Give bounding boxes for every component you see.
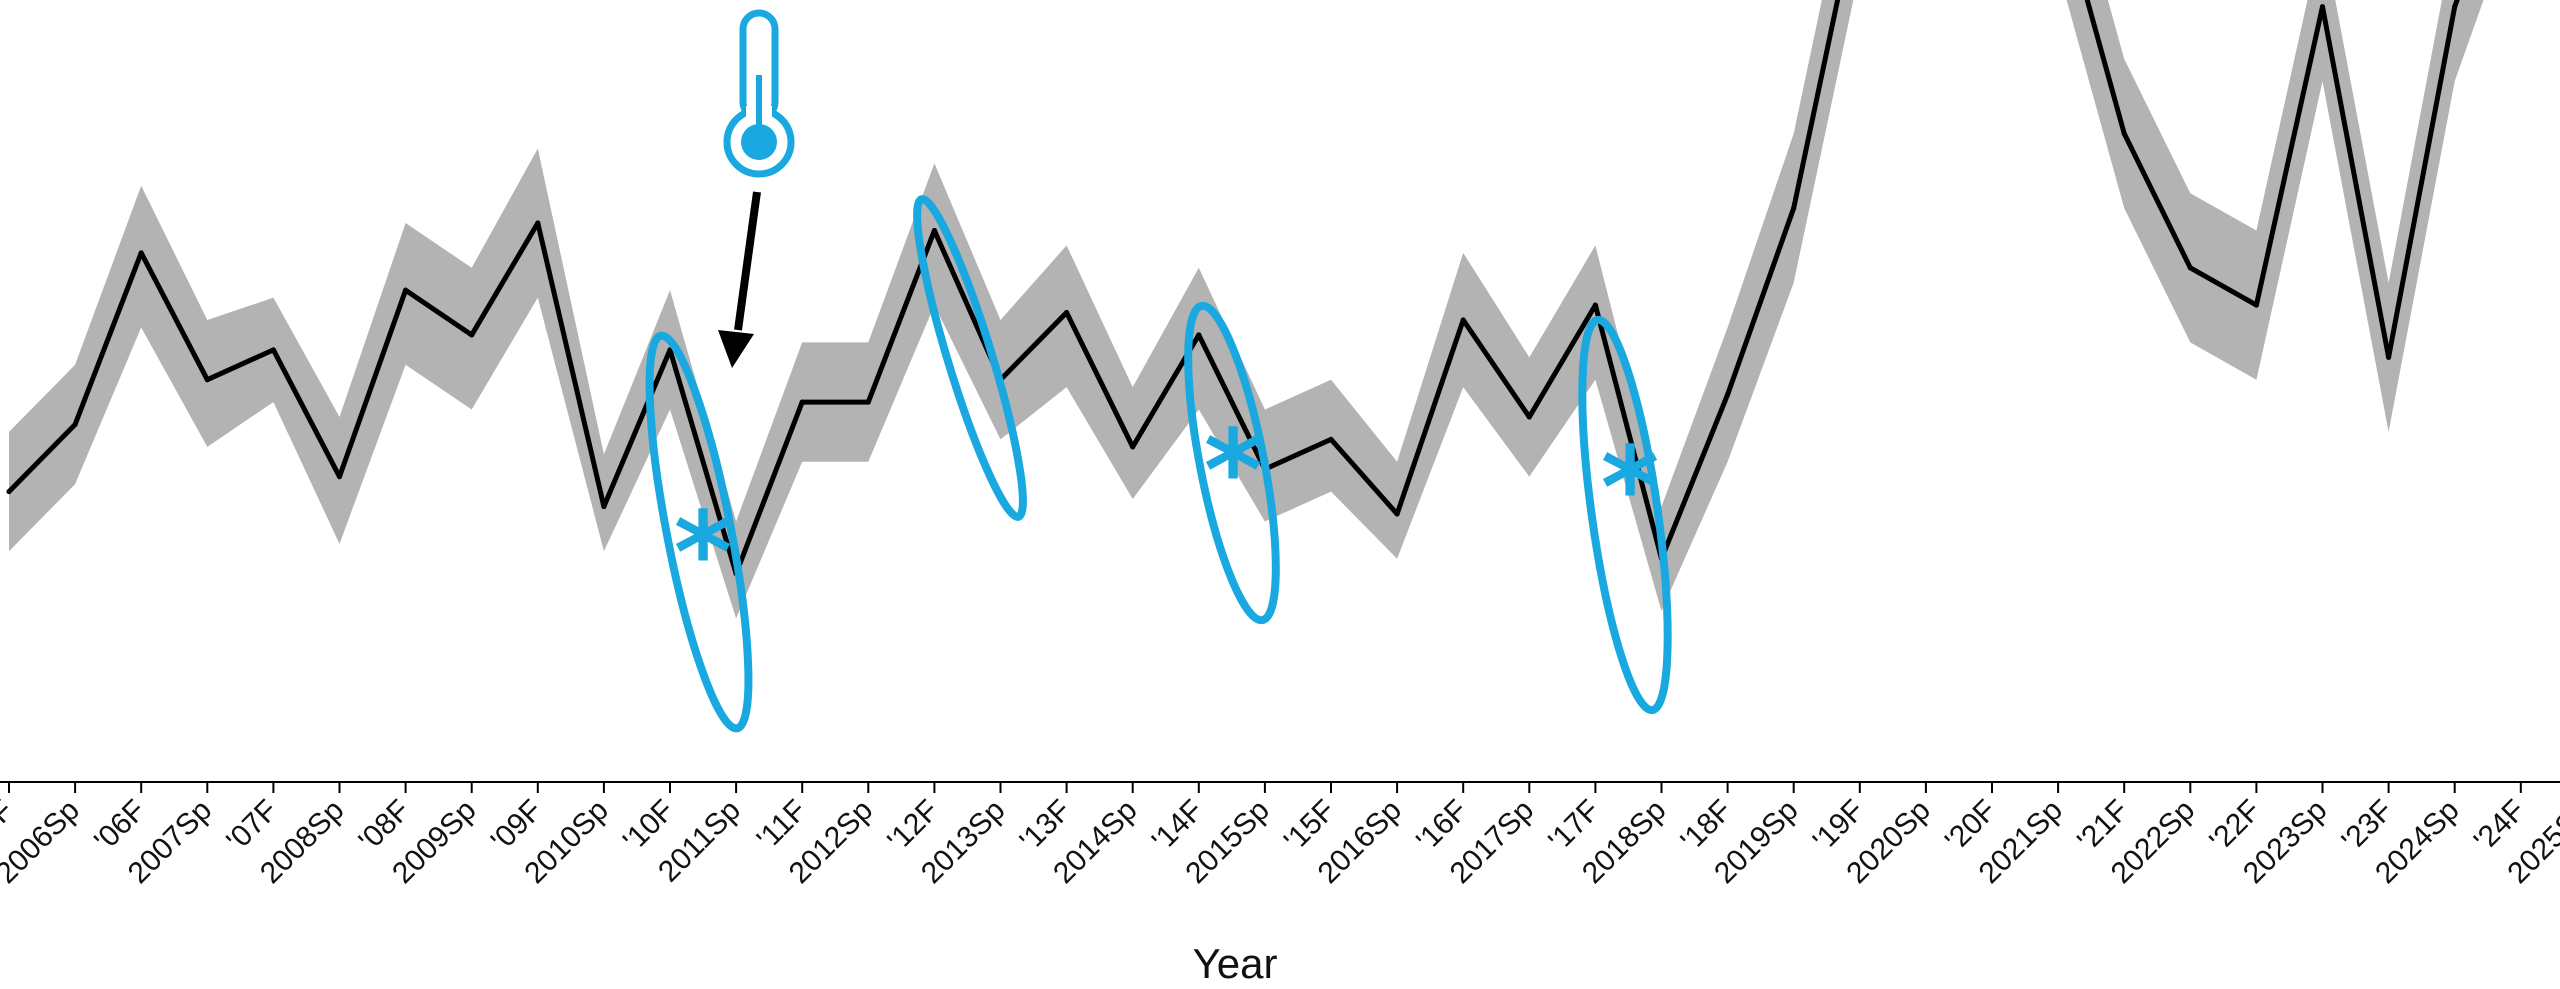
series-line-segment [337, 287, 409, 480]
x-axis-title: Year [1193, 940, 1278, 987]
data-point [1460, 317, 1466, 323]
significance-star: * [1204, 407, 1263, 537]
series-line-segment [403, 287, 475, 338]
series-line-segment [2084, 0, 2127, 137]
data-point [2386, 354, 2392, 360]
highlight-ellipse [645, 331, 753, 733]
highlight-ellipse [1578, 315, 1672, 715]
data-point [1064, 310, 1070, 316]
annotation-layer: * * * [645, 9, 1672, 733]
data-point [1394, 511, 1400, 517]
x-tick-label: 2006Sp [0, 794, 86, 890]
series-line-segment [1064, 310, 1136, 450]
data-point [72, 421, 78, 427]
series-line-segment [270, 347, 342, 480]
data-point [1130, 444, 1136, 450]
series-line-segment [2121, 131, 2193, 271]
series-line-segment [998, 310, 1070, 383]
series-line-segment [1526, 302, 1598, 420]
data-point [138, 250, 144, 256]
data-point [270, 347, 276, 353]
series-line-segment [1592, 302, 1664, 562]
series-line-segment [1460, 317, 1532, 420]
data-point [469, 332, 475, 338]
data-point [2320, 4, 2325, 10]
series-line-segment [2320, 4, 2392, 360]
series-line-segment [601, 347, 673, 510]
data-point [799, 399, 805, 405]
highlight-ellipse [913, 195, 1027, 521]
series-line-segment [1659, 392, 1731, 562]
series-line-segment [138, 250, 210, 383]
series-line-segment [2187, 265, 2259, 308]
data-point [1791, 205, 1797, 211]
series-line-segment [2386, 4, 2458, 360]
data-point [2187, 265, 2193, 271]
series-line-segment [6, 421, 78, 495]
data-point [6, 489, 12, 495]
series-line-segment [204, 347, 276, 383]
series-line-segment [1196, 332, 1268, 472]
plot-area [6, 0, 2484, 619]
confidence-band-segment-2 [2066, 0, 2484, 432]
series-line-segment [667, 347, 739, 577]
pointer-arrow-head [718, 330, 754, 368]
series-line-segment [2253, 4, 2325, 308]
data-point [601, 504, 607, 510]
series-line-segment [1262, 436, 1334, 472]
data-point [1592, 302, 1598, 308]
data-point [931, 228, 937, 233]
series-line-segment [1328, 436, 1400, 517]
data-point [865, 399, 871, 405]
significance-star: * [674, 489, 733, 619]
data-point [403, 287, 409, 293]
data-point [337, 474, 342, 480]
series-line-segment [535, 220, 607, 510]
data-point [1526, 414, 1532, 420]
series-line-segment [1725, 205, 1797, 398]
data-point [1196, 332, 1202, 338]
pointer-arrow-shaft [734, 191, 761, 331]
highlight-ellipse [1184, 301, 1280, 625]
series-line-segment [1394, 317, 1466, 517]
data-point [1725, 392, 1731, 398]
data-point [204, 377, 210, 383]
data-point [535, 220, 541, 226]
significance-star: * [1601, 424, 1660, 554]
series-line-segment [469, 220, 541, 338]
data-point [2253, 302, 2259, 308]
series-line-segment [1791, 0, 1841, 211]
series-line-segment [733, 399, 805, 577]
series-line-segment [72, 250, 144, 427]
data-point [2452, 4, 2458, 10]
thermometer-icon [723, 9, 795, 178]
data-point [2121, 131, 2127, 137]
data-point [1328, 436, 1334, 442]
